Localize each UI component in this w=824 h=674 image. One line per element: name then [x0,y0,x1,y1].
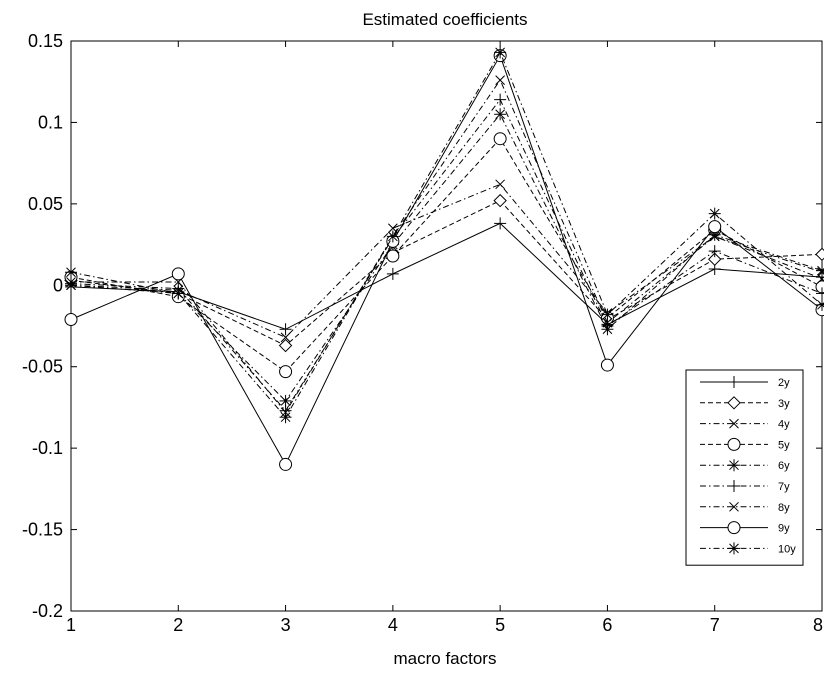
x-tick-label: 5 [495,615,505,635]
data-point-7y [494,94,506,106]
marker-stroke [601,359,613,371]
marker-stroke [65,313,77,325]
legend-marker [728,459,740,471]
data-point-10y [172,287,184,299]
y-tick-label: -0.1 [32,438,63,458]
data-point-9y [601,359,613,371]
data-point-3y [816,248,824,260]
data-point-10y [601,309,613,321]
marker-stroke [728,438,740,450]
y-tick-label: 0.1 [38,112,63,132]
y-tick-label: -0.05 [22,357,63,377]
data-point-9y [709,221,721,233]
data-point-6y [494,108,506,120]
legend-label: 4y [778,419,790,431]
marker-stroke [494,195,506,207]
legend: 2y 3y 4y 5y 6y 7y 8y 9y 10y [686,370,803,565]
series-line-8y [71,80,822,412]
marker-stroke [494,133,506,145]
y-tick-label: 0 [53,275,63,295]
x-tick-label: 1 [66,615,76,635]
marker-stroke [816,248,824,260]
data-point-10y [65,266,77,278]
x-tick-label: 4 [388,615,398,635]
legend-label: 5y [778,439,790,451]
data-point-9y [280,458,292,470]
marker-stroke [387,250,399,262]
data-point-9y [172,268,184,280]
legend-label: 9y [778,523,790,535]
marker-stroke [280,458,292,470]
data-point-7y [709,245,721,257]
marker-stroke [728,522,740,534]
x-axis-label: macro factors [394,649,497,668]
legend-marker [728,542,740,554]
data-point-3y [494,195,506,207]
series-line-7y [71,100,822,411]
legend-label: 10y [778,543,796,555]
x-tick-label: 8 [813,615,823,635]
marker-stroke [709,221,721,233]
data-point-2y [387,268,399,280]
series-line-6y [71,114,822,401]
legend-marker [728,438,740,450]
legend-marker [728,522,740,534]
chart-title: Estimated coefficients [362,10,527,29]
legend-label: 7y [778,481,790,493]
x-tick-label: 7 [710,615,720,635]
data-point-5y [387,250,399,262]
legend-label: 3y [778,398,790,410]
y-tick-label: -0.15 [22,520,63,540]
x-tick-label: 3 [281,615,291,635]
data-point-5y [280,366,292,378]
y-tick-label: 0.05 [28,194,63,214]
y-tick-label: -0.2 [32,601,63,621]
data-point-8y [496,76,505,85]
data-point-10y [280,411,292,423]
x-tick-label: 2 [173,615,183,635]
series-line-4y [71,184,822,337]
data-point-10y [709,208,721,220]
legend-label: 6y [778,460,790,472]
legend-label: 8y [778,502,790,514]
data-point-5y [494,133,506,145]
data-point-10y [387,230,399,242]
x-tick-label: 6 [602,615,612,635]
legend-label: 2y [778,377,790,389]
marker-stroke [280,366,292,378]
data-point-4y [496,180,505,189]
data-point-9y [65,313,77,325]
plot-area: 0.15 0.1 0.05 0 -0.05 -0.1 -0.15 -0.21 2 3 4 5 6 7 8 2y… [22,31,824,635]
y-tick-label: 0.15 [28,31,63,51]
data-point-10y [494,46,506,58]
marker-stroke [172,268,184,280]
